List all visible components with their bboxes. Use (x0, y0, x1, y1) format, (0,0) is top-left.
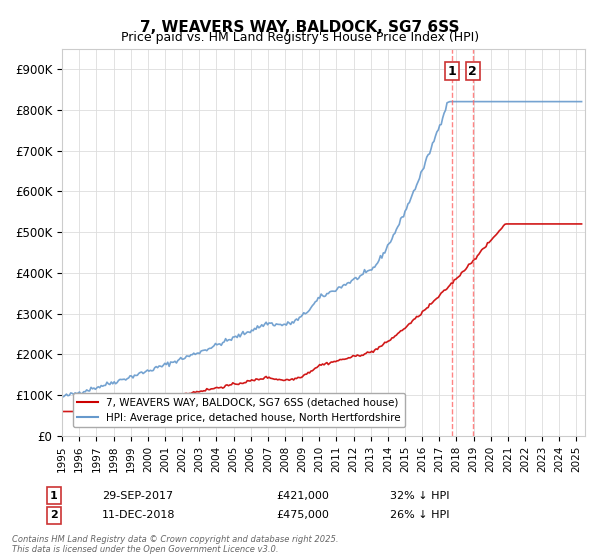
Text: 2: 2 (50, 510, 58, 520)
Text: 32% ↓ HPI: 32% ↓ HPI (390, 491, 449, 501)
Text: 26% ↓ HPI: 26% ↓ HPI (390, 510, 449, 520)
Text: 29-SEP-2017: 29-SEP-2017 (102, 491, 173, 501)
Text: 1: 1 (448, 64, 457, 77)
Text: Price paid vs. HM Land Registry's House Price Index (HPI): Price paid vs. HM Land Registry's House … (121, 31, 479, 44)
Text: 7, WEAVERS WAY, BALDOCK, SG7 6SS: 7, WEAVERS WAY, BALDOCK, SG7 6SS (140, 20, 460, 35)
Text: 11-DEC-2018: 11-DEC-2018 (102, 510, 176, 520)
Text: £421,000: £421,000 (276, 491, 329, 501)
Text: 1: 1 (50, 491, 58, 501)
Legend: 7, WEAVERS WAY, BALDOCK, SG7 6SS (detached house), HPI: Average price, detached : 7, WEAVERS WAY, BALDOCK, SG7 6SS (detach… (73, 393, 404, 427)
Text: Contains HM Land Registry data © Crown copyright and database right 2025.
This d: Contains HM Land Registry data © Crown c… (12, 535, 338, 554)
Text: 2: 2 (469, 64, 477, 77)
Text: £475,000: £475,000 (276, 510, 329, 520)
